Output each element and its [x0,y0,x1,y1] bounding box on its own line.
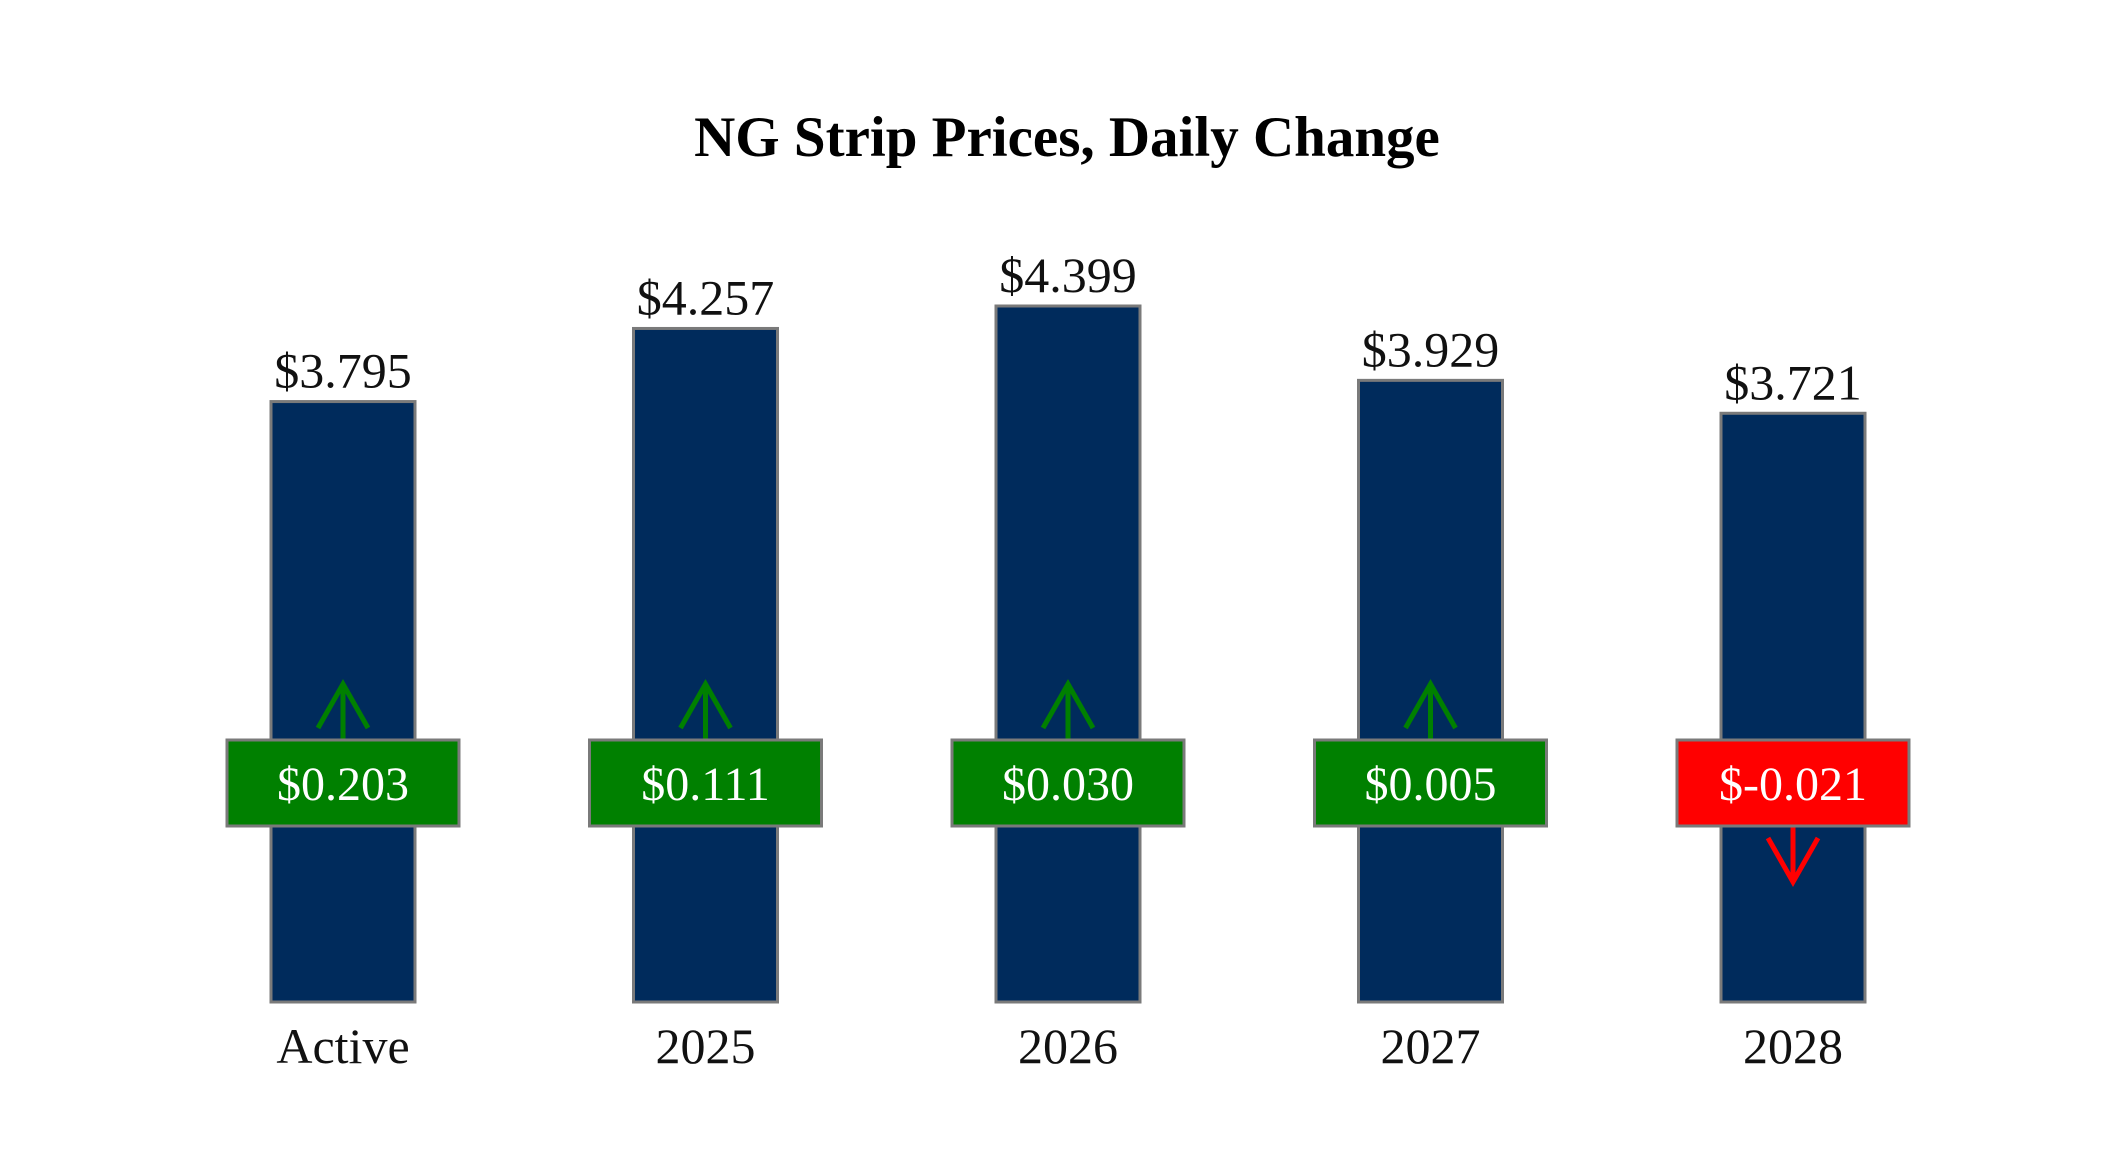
price-labels-group: $3.795 $4.257 $4.399 $3.929 $3.721 [274,247,1862,410]
bar-2028 [1719,411,1867,1004]
up-arrow-icon-2027 [1403,678,1458,740]
change-box-2025 [588,738,823,828]
change-label-2028: $-0.021 [1719,758,1867,811]
category-label-Active: Active [276,1018,409,1074]
category-labels-group: Active 2025 2026 2027 2028 [276,1018,1843,1074]
chart-title: NG Strip Prices, Daily Change [694,106,1440,169]
price-label-2028: $3.721 [1724,354,1862,410]
price-label-2026: $4.399 [999,247,1137,303]
change-box-Active [225,738,461,828]
price-label-2027: $3.929 [1362,321,1500,377]
change-box-2028 [1675,738,1911,828]
category-label-2028: 2028 [1743,1018,1843,1074]
arrow-head [678,678,733,730]
price-label-Active: $3.795 [274,343,412,399]
change-box-2026 [950,738,1186,828]
arrow-head [1403,678,1458,730]
change-label-2027: $0.005 [1365,758,1497,811]
change-label-Active: $0.203 [277,758,409,811]
down-arrow-icon-2028 [1765,826,1821,888]
bar-2026 [994,304,1142,1004]
bar-2025 [632,326,779,1004]
arrow-head [1040,678,1096,730]
up-arrow-icon-2026 [1040,678,1096,740]
change-label-2026: $0.030 [1002,758,1134,811]
price-label-2025: $4.257 [637,269,775,325]
up-arrow-icon-2025 [678,678,733,740]
arrow-head [1765,836,1821,888]
up-arrow-icon-Active [315,678,371,740]
changes-group: $0.203 $0.111 $0.030 $0.005 $-0.021 [225,678,1911,888]
arrow-head [315,678,371,730]
category-label-2025: 2025 [656,1018,756,1074]
category-label-2026: 2026 [1018,1018,1118,1074]
category-label-2027: 2027 [1381,1018,1481,1074]
change-box-2027 [1313,738,1548,828]
change-label-2025: $0.111 [641,758,769,811]
